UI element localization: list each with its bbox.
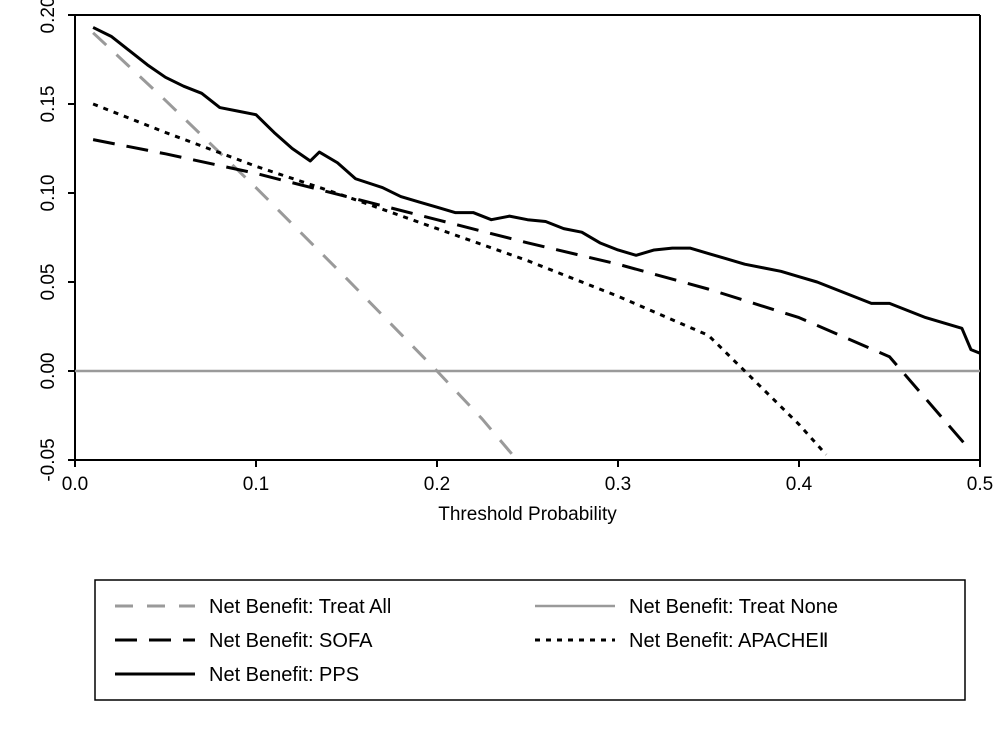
- x-tick-label: 0.4: [786, 474, 813, 495]
- decision-curve-chart: 0.0 0.1 0.2 0.3 0.4 0.5 Threshold Probability -…: [0, 0, 1000, 729]
- legend-label: Net Benefit: APACHEⅡ: [629, 630, 829, 652]
- x-tick-label: 0.5: [967, 474, 993, 495]
- chart-background: [0, 0, 1000, 729]
- y-tick-label: 0.10: [38, 175, 59, 212]
- legend-label: Net Benefit: Treat None: [629, 596, 838, 618]
- x-tick-label: 0.3: [605, 474, 631, 495]
- y-tick-label: -0.05: [38, 438, 59, 481]
- y-tick-label: 0.15: [38, 86, 59, 123]
- x-tick-label: 0.2: [424, 474, 450, 495]
- x-axis-label: Threshold Probability: [438, 504, 617, 525]
- y-tick-label: 0.20: [38, 0, 59, 33]
- y-tick-label: 0.00: [38, 353, 59, 390]
- legend-label: Net Benefit: PPS: [209, 664, 359, 686]
- legend-label: Net Benefit: SOFA: [209, 630, 373, 652]
- legend-label: Net Benefit: Treat All: [209, 596, 391, 618]
- x-tick-label: 0.1: [243, 474, 269, 495]
- x-tick-label: 0.0: [62, 474, 88, 495]
- chart-svg: 0.0 0.1 0.2 0.3 0.4 0.5 Threshold Probability -…: [0, 0, 1000, 729]
- y-tick-label: 0.05: [38, 264, 59, 301]
